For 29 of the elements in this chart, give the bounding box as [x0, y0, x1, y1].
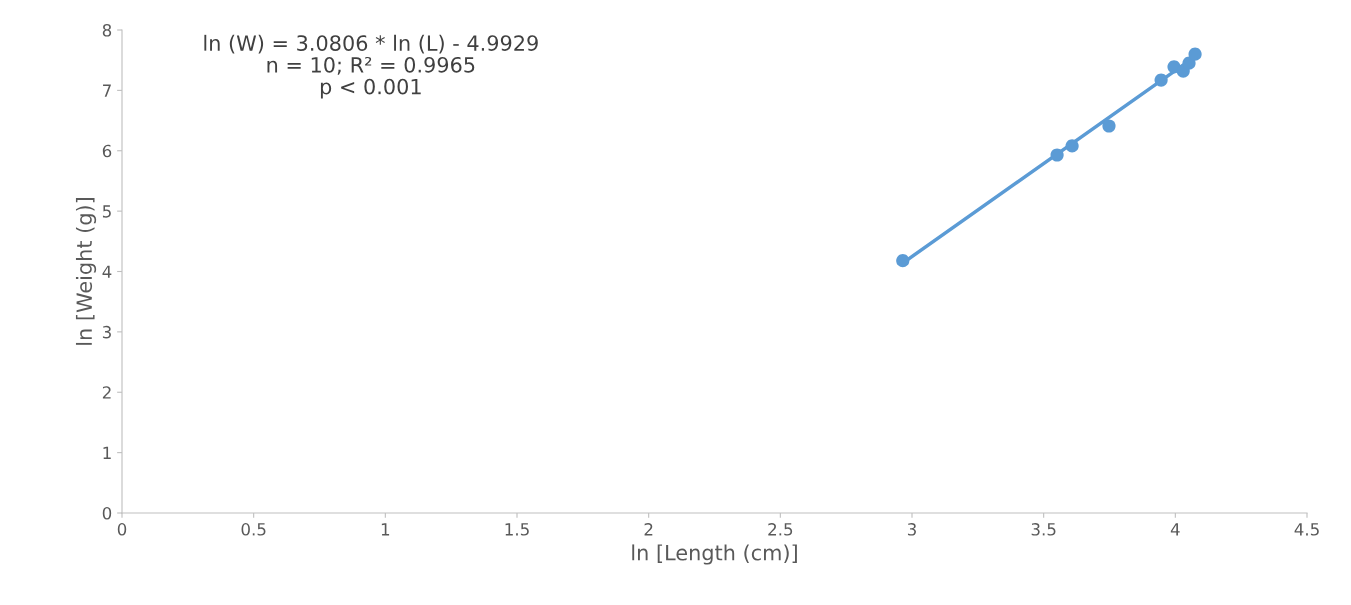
point — [1182, 56, 1196, 70]
point — [1065, 139, 1079, 153]
x-tick-label: 4 — [1170, 523, 1180, 536]
y-tick-label: 1 — [103, 446, 111, 459]
point — [1188, 47, 1202, 61]
y-tick-label: 5 — [102, 205, 111, 218]
x-tick-label: 3.5 — [1031, 523, 1056, 536]
point — [896, 254, 910, 268]
y-tick-label: 4 — [102, 265, 112, 278]
y-tick-label: 7 — [103, 84, 111, 97]
y-tick-label: 0 — [102, 506, 112, 520]
x-tick-label: 0.5 — [241, 523, 266, 536]
x-tick-label: 2.5 — [768, 523, 793, 536]
y-axis-title: ln [Weight (g)] — [75, 198, 97, 345]
point — [1102, 119, 1116, 133]
x-tick-label: 3 — [907, 523, 916, 536]
x-axis-title: ln [Length (cm)] — [632, 544, 797, 565]
x-tick-label: 1.5 — [505, 523, 529, 536]
point — [1154, 73, 1168, 87]
x-tick-label: 0 — [117, 523, 127, 536]
y-tick-label: 6 — [102, 144, 112, 158]
annotation: ln (W) = 3.0806 * ln (L) - 4.9929 n = 10; R² = 0.9965 p < 0.001 — [204, 34, 538, 99]
x-tick-label: 4.5 — [1294, 523, 1319, 536]
y-tick-label: 8 — [102, 23, 112, 37]
x-tick-label: 2 — [644, 523, 653, 536]
y-tick-label: 2 — [102, 386, 111, 399]
x-tick-label: 1 — [381, 523, 390, 536]
y-tick-label: 3 — [102, 325, 111, 339]
point — [1050, 148, 1064, 162]
